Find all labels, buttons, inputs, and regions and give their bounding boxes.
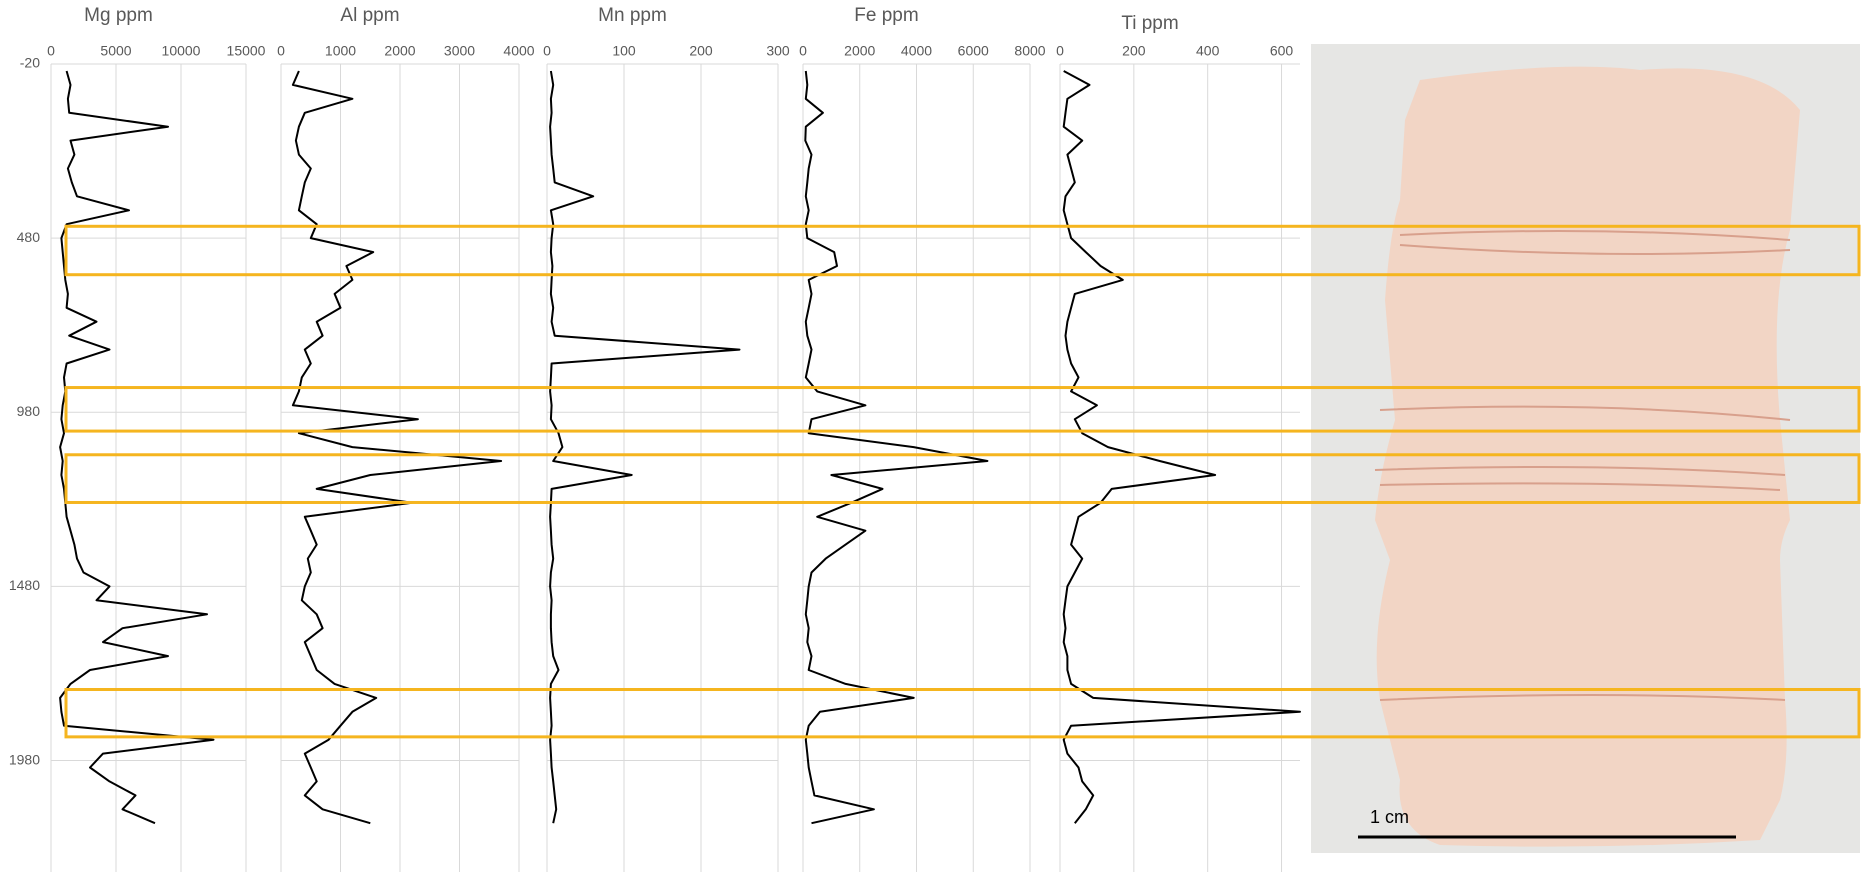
- x-tick-label: 1000: [325, 43, 356, 59]
- panel-title: Mg ppm: [84, 5, 153, 26]
- x-tick-label: 2000: [844, 43, 875, 59]
- x-tick-label: 6000: [958, 43, 989, 59]
- profile-line: [1064, 71, 1300, 823]
- profile-line: [805, 71, 987, 823]
- panel-title: Fe ppm: [854, 5, 918, 26]
- panel-title: Al ppm: [340, 5, 399, 26]
- profile-line: [550, 71, 739, 823]
- x-tick-label: 0: [1056, 43, 1064, 59]
- x-tick-label: 0: [799, 43, 807, 59]
- figure: 1 cm -2048098014801980Mg ppm050001000015…: [0, 0, 1862, 875]
- x-tick-label: 5000: [100, 43, 131, 59]
- x-tick-label: 4000: [503, 43, 534, 59]
- x-tick-label: 200: [689, 43, 713, 59]
- x-tick-label: 15000: [227, 43, 266, 59]
- y-tick-label: 1980: [9, 751, 40, 767]
- x-tick-label: 200: [1122, 43, 1146, 59]
- x-tick-label: 0: [543, 43, 551, 59]
- x-tick-label: 100: [612, 43, 636, 59]
- x-tick-label: 3000: [444, 43, 475, 59]
- x-tick-label: 600: [1270, 43, 1294, 59]
- x-tick-label: 0: [277, 43, 285, 59]
- x-tick-label: 0: [47, 43, 55, 59]
- profile-line: [60, 71, 213, 823]
- core-photo: 1 cm: [1311, 44, 1860, 853]
- scale-label: 1 cm: [1370, 807, 1409, 827]
- x-tick-label: 8000: [1014, 43, 1045, 59]
- x-tick-label: 10000: [162, 43, 201, 59]
- x-tick-label: 4000: [901, 43, 932, 59]
- x-tick-label: 2000: [384, 43, 415, 59]
- panel-title: Mn ppm: [598, 5, 667, 26]
- y-tick-label: 980: [17, 403, 41, 419]
- core-sample: [1375, 67, 1800, 847]
- panel-title: Ti ppm: [1121, 13, 1178, 34]
- x-tick-label: 300: [766, 43, 790, 59]
- y-tick-label: 1480: [9, 577, 40, 593]
- y-tick-label: -20: [20, 55, 40, 71]
- y-tick-label: 480: [17, 229, 41, 245]
- profile-line: [293, 71, 501, 823]
- x-tick-label: 400: [1196, 43, 1220, 59]
